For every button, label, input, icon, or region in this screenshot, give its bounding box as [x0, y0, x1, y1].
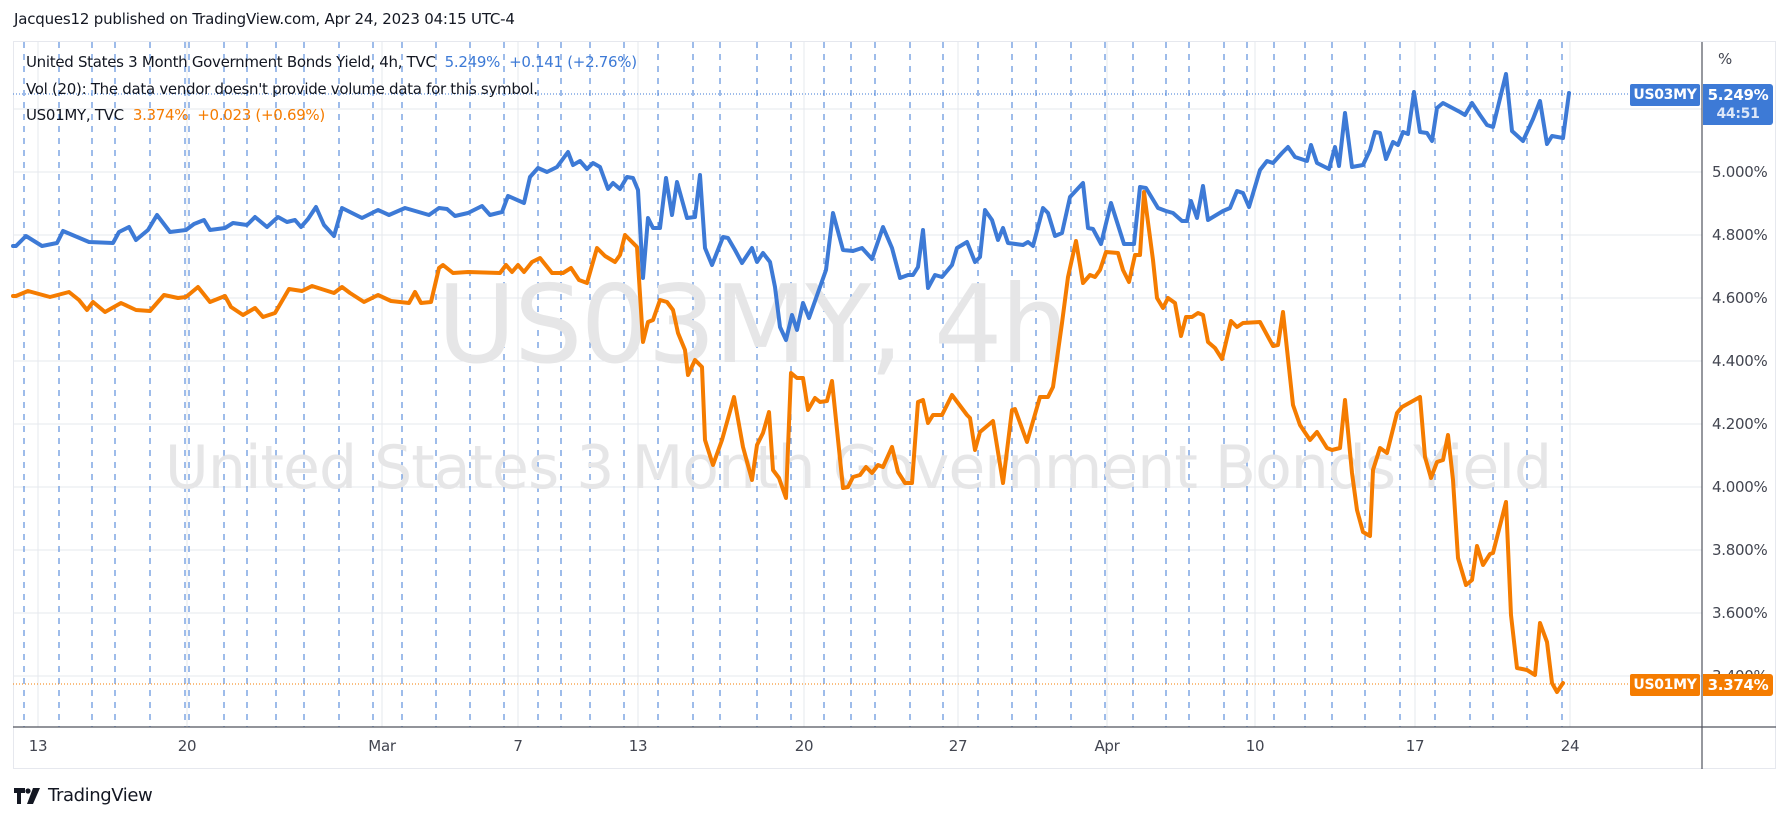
- us03my-price-label: 5.249% 44:51: [1703, 84, 1773, 125]
- price-axis-label: 3.800%: [1712, 541, 1768, 559]
- legend-main-change: +0.141 (+2.76%): [509, 53, 637, 71]
- us03my-series-line[interactable]: [11, 72, 1571, 342]
- price-axis-unit: %: [1718, 50, 1733, 68]
- legend-compare-title: US01MY, TVC: [26, 106, 124, 124]
- legend-volume-text: Vol (20): The data vendor doesn't provid…: [26, 80, 538, 98]
- us03my-price-value: 5.249%: [1707, 86, 1769, 104]
- time-axis-label: 27: [948, 737, 968, 755]
- chart-frame: [13, 41, 1776, 769]
- price-axis-label: 4.600%: [1712, 289, 1768, 307]
- price-axis-label: 4.400%: [1712, 352, 1768, 370]
- legend-compare-change: +0.023 (+0.69%): [197, 106, 325, 124]
- time-axis-label: 13: [28, 737, 48, 755]
- tradingview-logo-icon: [14, 787, 40, 804]
- watermark-description: United States 3 Month Government Bonds Y…: [165, 433, 1551, 503]
- time-axis-label: Apr: [1094, 737, 1120, 755]
- price-axis-label: 4.000%: [1712, 478, 1768, 496]
- price-axis-label: 4.800%: [1712, 226, 1768, 244]
- price-axis-label: 3.600%: [1712, 604, 1768, 622]
- watermark-symbol: US03MY, 4h: [437, 263, 1067, 388]
- bar-countdown: 44:51: [1716, 106, 1760, 122]
- legend-compare-price: 3.374%: [132, 106, 189, 124]
- time-axis-label: 20: [177, 737, 197, 755]
- watermark: US03MY, 4h United States 3 Month Governm…: [165, 263, 1552, 503]
- us03my-symbol-tag: US03MY: [1630, 84, 1700, 106]
- us01my-price-label: 3.374%: [1703, 674, 1773, 696]
- horizontal-gridlines: [13, 108, 1702, 677]
- vertical-gridlines: [37, 42, 1571, 727]
- legend-compare-series[interactable]: US01MY, TVC 3.374% +0.023 (+0.69%): [26, 106, 325, 124]
- time-axis-label: 13: [628, 737, 648, 755]
- time-axis-label: 17: [1405, 737, 1425, 755]
- time-axis-label: Mar: [368, 737, 396, 755]
- publisher-line: Jacques12 published on TradingView.com, …: [14, 10, 515, 28]
- price-axis-label: 5.000%: [1712, 163, 1768, 181]
- tradingview-brand: TradingView: [48, 785, 153, 806]
- time-axis-label: 24: [1560, 737, 1580, 755]
- legend-main-title: United States 3 Month Government Bonds Y…: [26, 53, 436, 71]
- us01my-symbol-tag: US01MY: [1630, 674, 1700, 696]
- tradingview-logo[interactable]: TradingView: [14, 785, 153, 806]
- time-axis-label: 7: [513, 737, 523, 755]
- time-axis-label: 20: [794, 737, 814, 755]
- legend-main-price: 5.249%: [444, 53, 501, 71]
- us01my-series-line[interactable]: [11, 190, 1565, 694]
- time-axis-label: 10: [1245, 737, 1265, 755]
- legend-volume[interactable]: Vol (20): The data vendor doesn't provid…: [26, 80, 538, 98]
- legend-main-series[interactable]: United States 3 Month Government Bonds Y…: [26, 53, 637, 71]
- price-axis-label: 4.200%: [1712, 415, 1768, 433]
